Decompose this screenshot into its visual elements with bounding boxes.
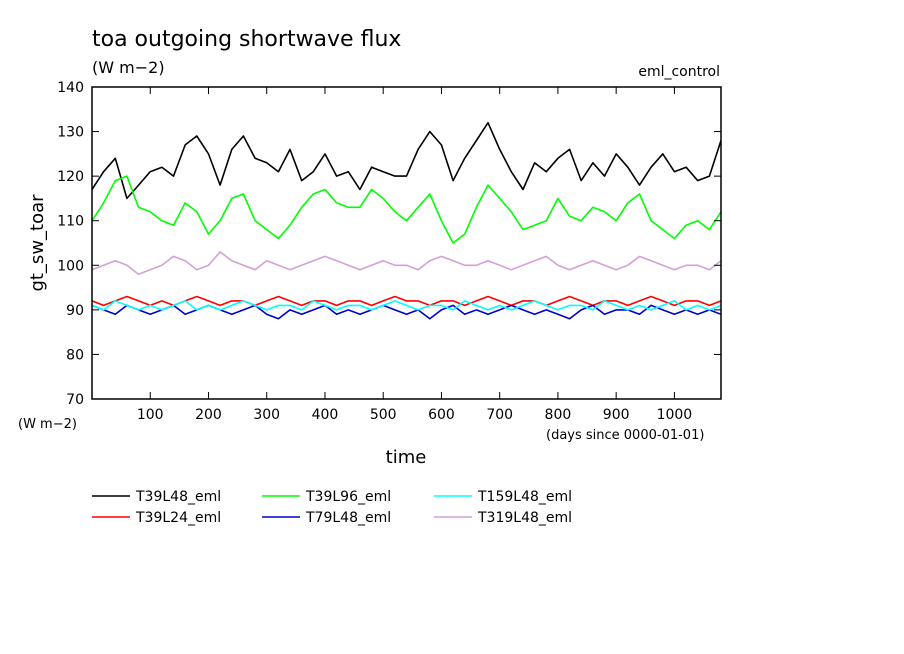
legend-label: T79L48_eml bbox=[305, 510, 391, 526]
legend-label: T39L48_eml bbox=[135, 489, 221, 505]
y-tick-label: 100 bbox=[57, 258, 84, 274]
experiment-label: eml_control bbox=[638, 64, 720, 80]
series-line-t39l48-eml bbox=[92, 121, 721, 200]
legend: T39L48_eml T39L96_eml T159L48_eml T39L24_em… bbox=[92, 489, 572, 526]
series-line-t39l24-eml bbox=[92, 295, 721, 307]
x-unit-label: (days since 0000-01-01) bbox=[546, 428, 704, 443]
y-tick-label: 140 bbox=[57, 80, 84, 96]
legend-label: T319L48_eml bbox=[477, 510, 572, 526]
x-tick-label: 500 bbox=[370, 407, 397, 423]
y-tick-label: 130 bbox=[57, 125, 84, 141]
chart-subtitle: (W m−2) bbox=[92, 58, 165, 77]
x-tick-label: 300 bbox=[253, 407, 280, 423]
x-axis-title: time bbox=[386, 447, 427, 468]
x-tick-label: 1000 bbox=[657, 407, 693, 423]
chart-title: toa outgoing shortwave flux bbox=[92, 27, 401, 52]
y-tick-label: 90 bbox=[66, 303, 84, 319]
x-tick-label: 400 bbox=[312, 407, 339, 423]
series-line-t319l48-eml bbox=[92, 251, 721, 276]
y-axis-title-group: gt_sw_toar bbox=[27, 194, 48, 292]
series-layer bbox=[92, 121, 721, 320]
y-axis-title: gt_sw_toar bbox=[27, 194, 48, 292]
x-tick-label: 100 bbox=[137, 407, 164, 423]
x-tick-label: 200 bbox=[195, 407, 222, 423]
x-tick-label: 800 bbox=[545, 407, 572, 423]
legend-label: T39L24_eml bbox=[135, 510, 221, 526]
plot-frame bbox=[91, 86, 722, 400]
x-tick-label: 700 bbox=[486, 407, 513, 423]
x-tick-label: 600 bbox=[428, 407, 455, 423]
y-tick-label: 80 bbox=[66, 347, 84, 363]
series-line-t159l48-eml bbox=[92, 300, 721, 311]
y-unit-label: (W m−2) bbox=[18, 417, 77, 432]
legend-label: T39L96_eml bbox=[305, 489, 391, 505]
y-tick-label: 70 bbox=[66, 392, 84, 408]
y-tick-label: 110 bbox=[57, 214, 84, 230]
tick-layer: 100 200 300 400 500 600 700 800 900 1000 70 80 90 100… bbox=[57, 80, 721, 423]
series-line-t79l48-eml bbox=[92, 304, 721, 320]
legend-label: T159L48_eml bbox=[477, 489, 572, 505]
series-line-t39l96-eml bbox=[92, 175, 721, 244]
x-tick-label: 900 bbox=[603, 407, 630, 423]
y-tick-label: 120 bbox=[57, 169, 84, 185]
